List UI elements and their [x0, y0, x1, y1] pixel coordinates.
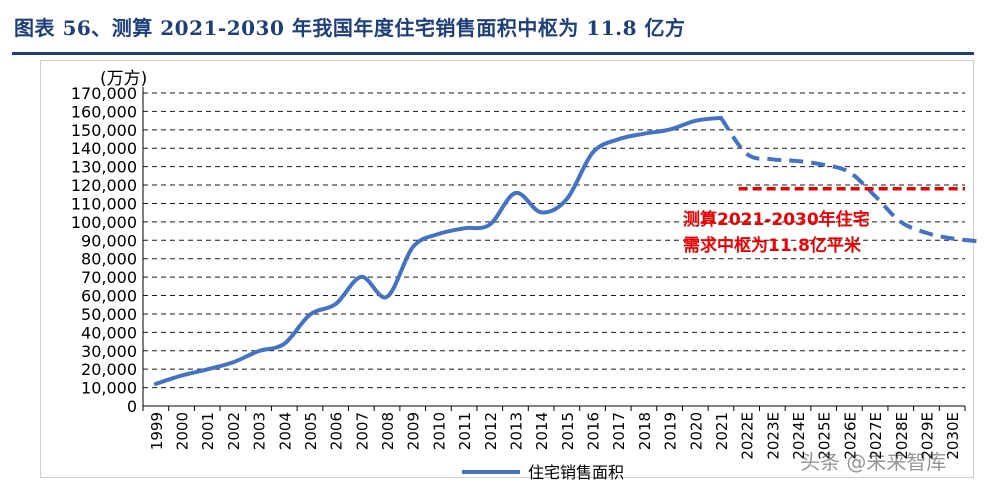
y-tick-label: 160,000: [71, 102, 137, 121]
x-tick-label: 2002: [225, 412, 243, 450]
x-tick-label: 2008: [379, 412, 397, 450]
x-tick-label: 2005: [302, 412, 320, 450]
x-tick-label: 2007: [353, 412, 371, 450]
y-tick-label: 20,000: [81, 360, 137, 379]
x-tick-label: 2024E: [790, 412, 808, 460]
x-tick-label: 2018: [636, 412, 654, 450]
chart-title: 图表 56、测算 2021-2030 年我国年度住宅销售面积中枢为 11.8 亿…: [14, 16, 686, 40]
x-tick-label: 2001: [199, 412, 217, 450]
x-tick-label: 2006: [328, 412, 346, 450]
x-tick-label: 2029E: [918, 412, 936, 460]
title-divider: [12, 52, 974, 55]
x-tick-label: 2028E: [893, 412, 911, 460]
x-tick-label: 1999: [148, 412, 166, 450]
y-tick-label: 50,000: [81, 305, 137, 324]
x-tick-label: 2020: [687, 412, 705, 450]
y-tick-label: 110,000: [71, 194, 137, 213]
y-tick-label: 0: [127, 397, 137, 416]
y-tick-label: 130,000: [71, 158, 137, 177]
x-tick-label: 2022E: [739, 412, 757, 460]
y-tick-label: 90,000: [81, 231, 137, 250]
x-tick-label: 2023E: [764, 412, 782, 460]
x-tick-label: 2014: [533, 412, 551, 450]
watermark-text: 头条 @未来智库: [800, 450, 947, 474]
y-tick-label: 60,000: [81, 287, 137, 306]
y-tick-label: 120,000: [71, 176, 137, 195]
x-tick-label: 2027E: [867, 412, 885, 460]
x-tick-label: 2012: [482, 412, 500, 450]
reference-label-line2: 需求中枢为11.8亿平米: [683, 235, 862, 256]
series-line-actual: [153, 115, 723, 386]
y-tick-label: 10,000: [81, 379, 137, 398]
y-tick-label: 70,000: [81, 268, 137, 287]
x-tick-label: 2000: [174, 412, 192, 450]
y-tick-label: 80,000: [81, 250, 137, 269]
x-tick-label: 2004: [276, 412, 294, 450]
x-tick-label: 2015: [559, 412, 577, 450]
y-tick-label: 100,000: [71, 213, 137, 232]
x-tick-label: 2016: [585, 412, 603, 450]
y-tick-label: 40,000: [81, 323, 137, 342]
x-tick-label: 2003: [251, 412, 269, 450]
y-tick-label: 140,000: [71, 139, 137, 158]
x-tick-label: 2030E: [944, 412, 962, 460]
x-tick-label: 2021: [713, 412, 731, 450]
reference-label-line1: 测算2021-2030年住宅: [683, 209, 870, 230]
y-tick-label: 150,000: [71, 121, 137, 140]
x-tick-label: 2025E: [816, 412, 834, 460]
plot-frame: [40, 60, 974, 478]
x-tick-label: 2009: [405, 412, 423, 450]
x-tick-label: 2026E: [841, 412, 859, 460]
y-tick-label: 30,000: [81, 342, 137, 361]
x-tick-label: 2013: [507, 412, 525, 450]
x-tick-label: 2019: [662, 412, 680, 450]
y-unit-label: (万方): [100, 69, 147, 89]
legend-label: 住宅销售面积: [528, 463, 624, 482]
x-tick-label: 2011: [456, 412, 474, 450]
y-tick-label: 170,000: [71, 84, 137, 103]
x-tick-label: 2010: [430, 412, 448, 450]
x-tick-label: 2017: [610, 412, 628, 450]
